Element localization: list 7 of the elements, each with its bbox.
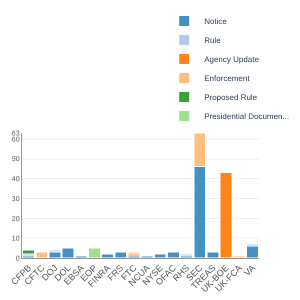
legend-label: Rule	[204, 36, 222, 46]
legend-label: Notice	[204, 17, 228, 26]
x-tick-label: VA	[242, 262, 258, 278]
legend-label: Enforcement	[204, 74, 250, 84]
legend-label: Presidential Documen...	[204, 112, 290, 122]
legend-label: Proposed Rule	[204, 93, 258, 102]
legend-label: Agency Update	[204, 55, 260, 64]
